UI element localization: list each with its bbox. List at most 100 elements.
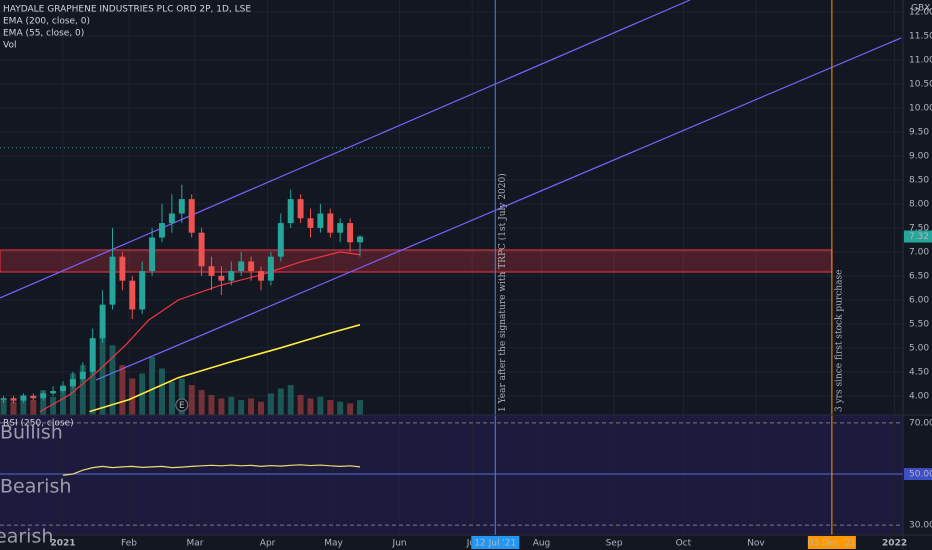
- volume-bar: [129, 378, 136, 415]
- candle-body: [20, 395, 27, 401]
- x-tick-label: Aug: [533, 539, 551, 549]
- x-tick-label: Mar: [187, 539, 204, 549]
- rsi-legend: RSI (250, close): [3, 419, 74, 429]
- volume-bar: [198, 390, 205, 415]
- volume-bar: [149, 356, 156, 415]
- candle-body: [60, 386, 66, 392]
- y-tick-label: 9.50: [909, 127, 929, 137]
- chart-title: HAYDALE GRAPHENE INDUSTRIES PLC ORD 2P, …: [3, 5, 251, 15]
- x-tick-label: 2022: [882, 539, 907, 549]
- rsi-tick-label: 30.00: [909, 521, 932, 531]
- rsi-tick-label: 50.00: [909, 470, 932, 480]
- candle-body: [327, 213, 334, 233]
- trend-line: [0, 0, 691, 299]
- trend-line: [95, 37, 902, 381]
- candle-body: [188, 199, 195, 233]
- candle-body: [168, 213, 175, 224]
- last-price-badge: [904, 230, 932, 243]
- date-badge: [471, 536, 520, 549]
- y-tick-label: 10.00: [909, 103, 932, 113]
- candle-body: [129, 280, 136, 310]
- candle-body: [119, 256, 126, 281]
- legend-entry: EMA (200, close, 0): [3, 17, 90, 27]
- rsi-zone-label: Bearish: [0, 476, 71, 498]
- volume-bar: [0, 398, 7, 415]
- volume-bar: [10, 401, 17, 415]
- volume-bar: [79, 365, 86, 415]
- volume-bar: [188, 385, 195, 415]
- x-tick-label: 2021: [50, 539, 75, 549]
- x-tick-label: Feb: [121, 539, 137, 549]
- y-tick-label: 6.50: [909, 271, 929, 281]
- candle-body: [99, 304, 106, 339]
- volume-bar: [69, 373, 76, 415]
- volume-bar: [248, 398, 255, 415]
- candle-body: [277, 223, 284, 257]
- volume-bar: [218, 398, 225, 415]
- y-tick-label: 6.00: [909, 295, 929, 305]
- candle-body: [89, 338, 96, 372]
- date-badge-label: 03 Dec '21: [808, 539, 857, 549]
- y-tick-label: 10.50: [909, 79, 932, 89]
- candle-body: [79, 371, 86, 380]
- tick-badge: [904, 468, 932, 481]
- candle-body: [10, 398, 17, 401]
- ema-line: [39, 251, 361, 413]
- y-tick-label: 7.00: [909, 247, 929, 257]
- candle-body: [149, 237, 156, 272]
- volume-bar: [347, 403, 354, 415]
- volume-bar: [89, 340, 96, 415]
- candle-body: [109, 256, 116, 305]
- volume-bar: [357, 400, 363, 415]
- candle-body: [337, 223, 344, 233]
- y-tick-label: 8.00: [909, 199, 929, 209]
- candle-body: [317, 213, 324, 228]
- x-tick-label: Apr: [260, 539, 276, 549]
- y-tick-label: 7.50: [909, 223, 929, 233]
- candle-body: [159, 223, 165, 238]
- y-tick-label: 9.00: [909, 151, 929, 161]
- volume-bar: [238, 400, 245, 415]
- event-marker: [175, 398, 189, 412]
- ema-line: [89, 324, 361, 413]
- candle-body: [357, 236, 363, 243]
- candle-body: [69, 379, 76, 387]
- date-badge: [807, 536, 856, 549]
- candle-body: [40, 393, 47, 399]
- candle-body: [307, 218, 314, 228]
- date-badge-label: 12 Jul '21: [474, 539, 516, 549]
- legend-entry: EMA (55, close, 0): [3, 29, 84, 39]
- candle-body: [218, 275, 225, 281]
- x-tick-label: Sep: [606, 539, 623, 549]
- volume-bar: [287, 385, 294, 415]
- candle-body: [258, 271, 264, 281]
- volume-bar: [297, 395, 304, 415]
- candle-body: [267, 256, 274, 281]
- candle-body: [50, 391, 57, 394]
- volume-bar: [119, 365, 126, 415]
- y-tick-label: 4.50: [909, 367, 929, 377]
- volume-bar: [258, 401, 264, 415]
- volume-bar: [337, 401, 344, 415]
- candle-body: [287, 199, 294, 224]
- volume-bar: [208, 395, 215, 415]
- volume-bar: [30, 400, 37, 415]
- y-tick-label: 8.50: [909, 175, 929, 185]
- volume-bar: [307, 398, 314, 415]
- rsi-line: [62, 464, 361, 476]
- volume-bar: [20, 395, 27, 415]
- volume-bar: [228, 396, 235, 415]
- candle-body: [347, 223, 354, 243]
- date-note: 1 Year after the signature with TRPC (1s…: [497, 173, 508, 412]
- volume-bar: [277, 388, 284, 415]
- candle-body: [248, 261, 255, 272]
- candle-body: [178, 199, 185, 214]
- x-tick-label: Jun: [392, 539, 407, 549]
- volume-bar: [50, 396, 57, 415]
- candle-body: [238, 261, 245, 272]
- rsi-tick-label: 70.00: [909, 418, 932, 428]
- volume-bar: [109, 345, 116, 415]
- volume-bar: [99, 332, 106, 415]
- last-price-label: 7.32: [909, 232, 929, 242]
- candle-body: [30, 395, 37, 399]
